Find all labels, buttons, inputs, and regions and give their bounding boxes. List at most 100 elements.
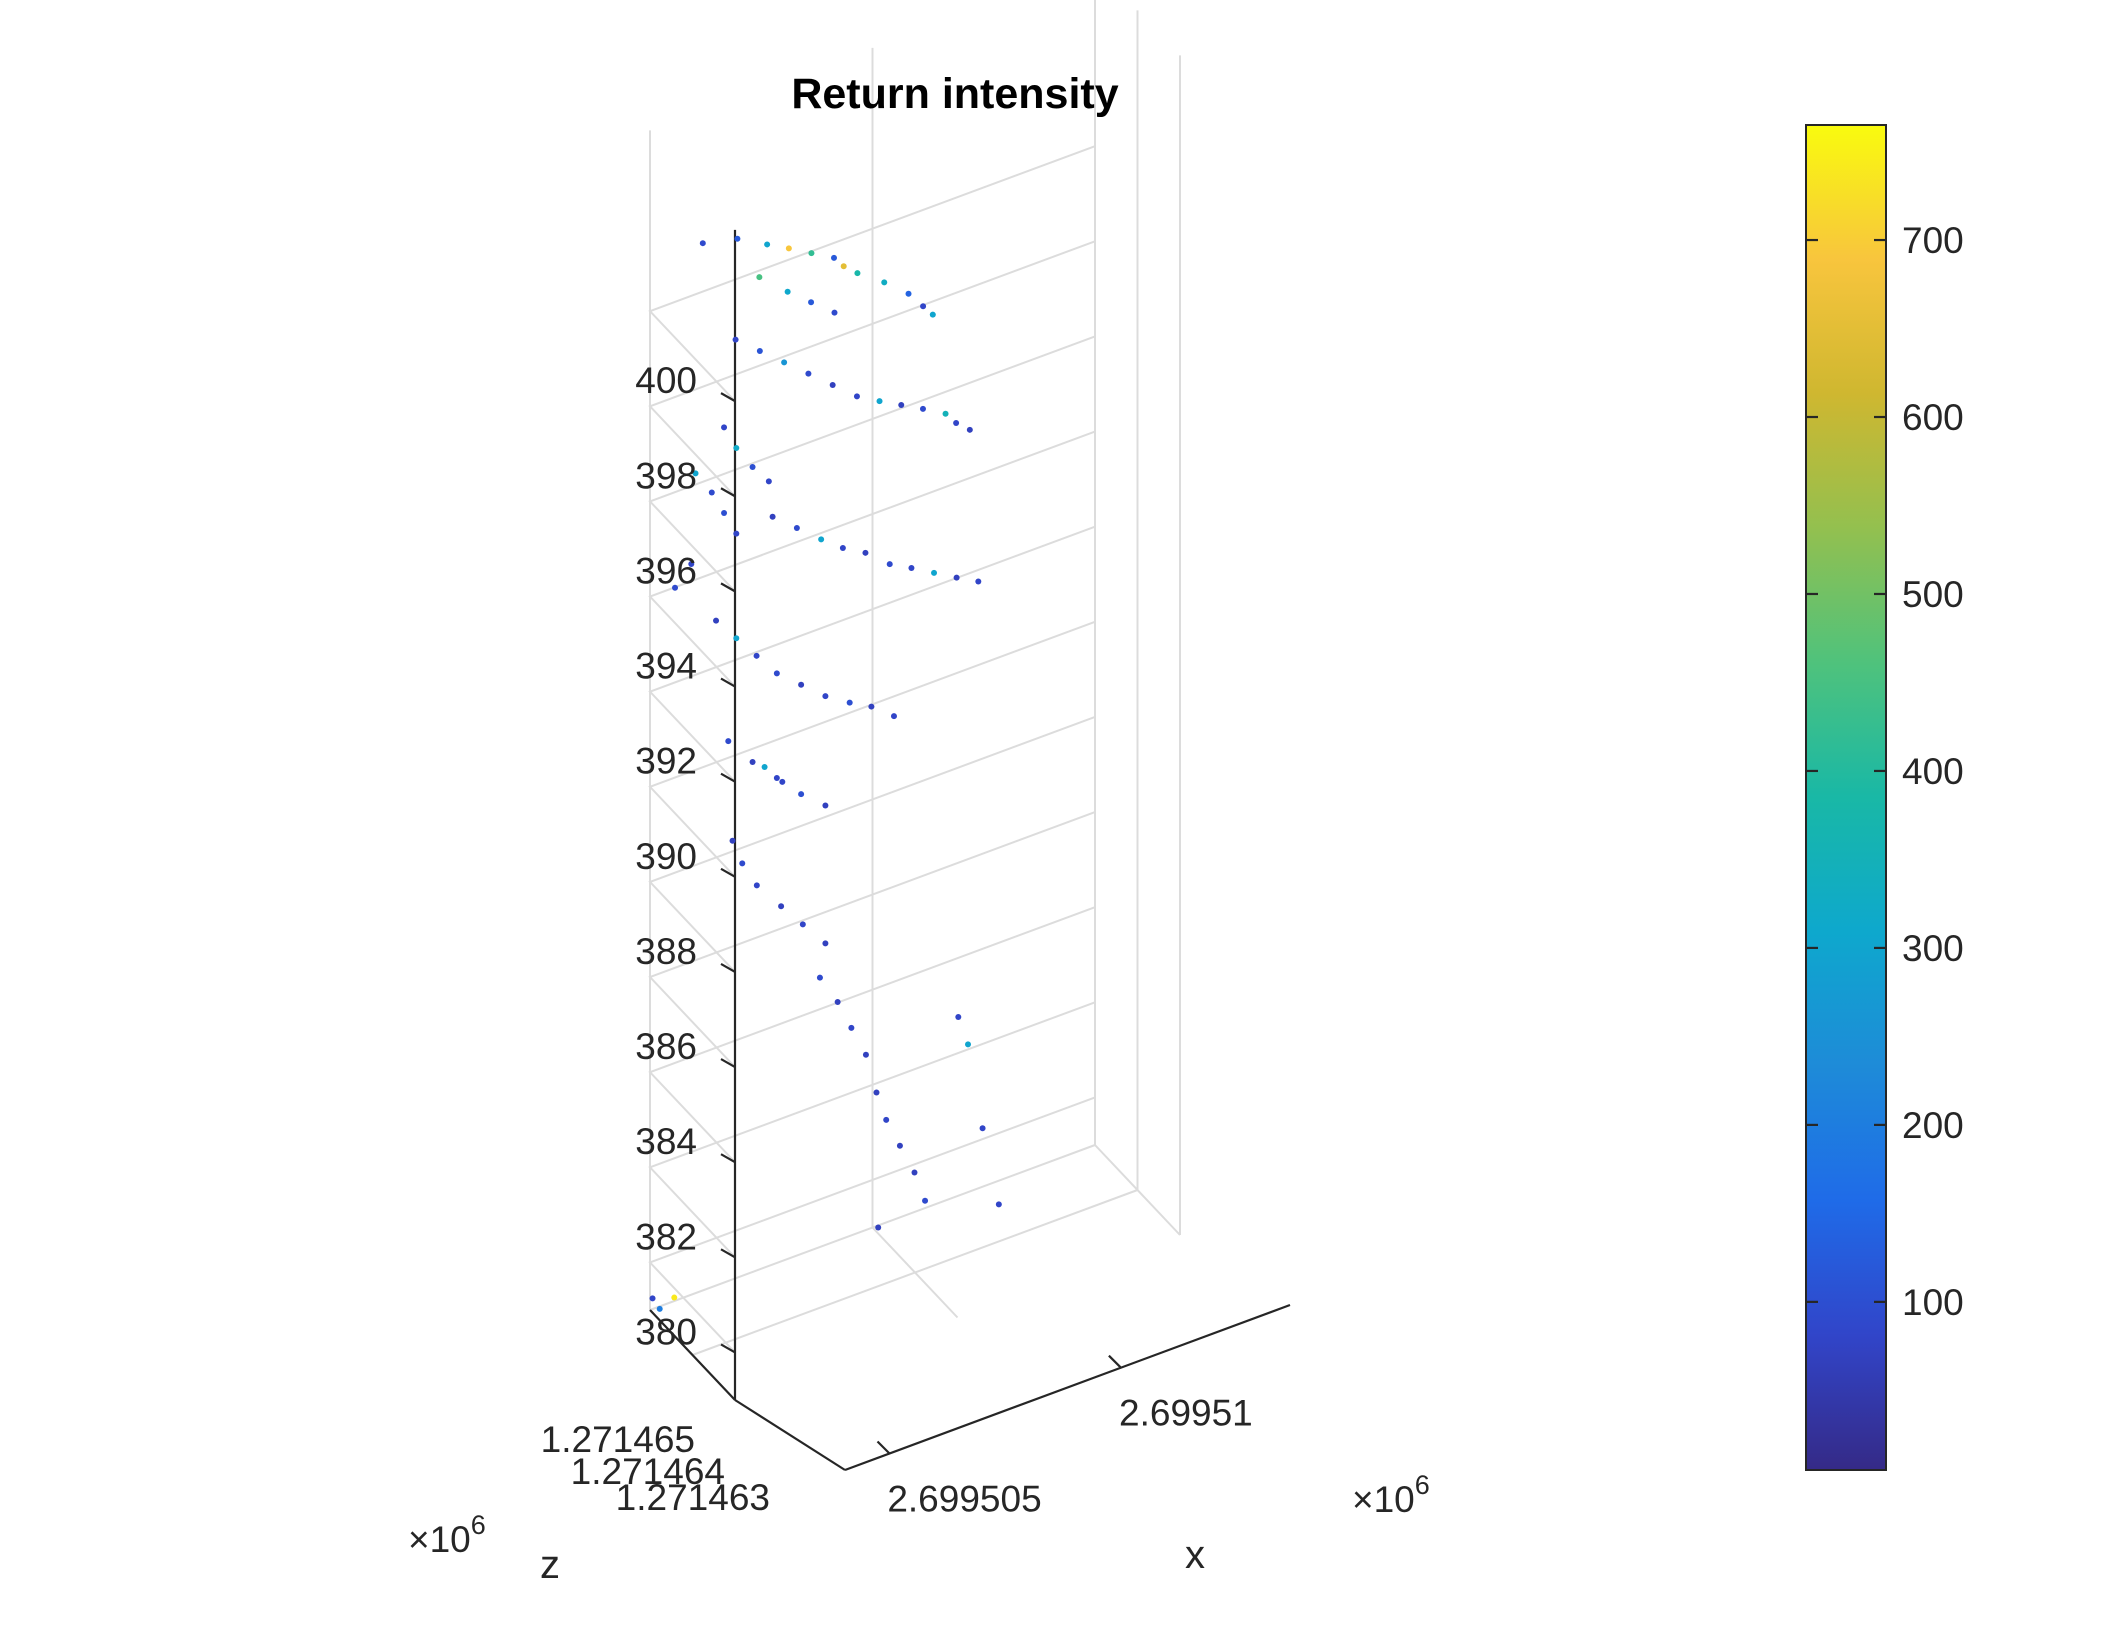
scatter-point xyxy=(785,245,792,252)
axes xyxy=(649,229,1291,1472)
scatter-point xyxy=(769,513,776,520)
scatter-point xyxy=(908,565,915,572)
scatter-point xyxy=(656,1305,663,1312)
z-tick-mark xyxy=(720,392,736,403)
scatter-point xyxy=(868,703,875,710)
scatter-point xyxy=(875,1224,882,1231)
colorbar-tick-label: 300 xyxy=(1902,928,1964,969)
y-axis-line xyxy=(649,1309,736,1401)
grid-z-line xyxy=(648,525,1096,783)
scatter-point xyxy=(953,419,960,426)
scatter-point xyxy=(793,525,800,532)
scatter-point xyxy=(808,250,815,257)
z-tick-label: 384 xyxy=(635,1121,697,1162)
scatter-point xyxy=(953,574,960,581)
scatter-point xyxy=(873,1089,880,1096)
scatter-point xyxy=(881,279,888,286)
z-tick-mark xyxy=(720,582,736,593)
scatter-point xyxy=(799,921,806,928)
scatter-point xyxy=(896,1142,903,1149)
z-tick-label: 388 xyxy=(635,931,697,972)
y-exponent-power: 6 xyxy=(471,1510,486,1540)
z-tick-label: 392 xyxy=(635,741,697,782)
y-tick-label: 1.271464 xyxy=(571,1451,725,1492)
scatter-point xyxy=(834,999,841,1006)
z-tick-label: 390 xyxy=(635,836,697,877)
colorbar-tick-label: 100 xyxy=(1902,1282,1964,1323)
scatter-point xyxy=(808,299,815,306)
z-tick-mark xyxy=(720,1153,736,1164)
grid-z-line xyxy=(648,240,1096,497)
z-tick-mark xyxy=(720,962,736,973)
scatter-point xyxy=(798,791,805,798)
scatter-point xyxy=(734,235,741,242)
grid-z-line xyxy=(648,715,1096,973)
z-tick-label: 398 xyxy=(635,455,697,496)
scatter-point xyxy=(829,382,836,389)
scatter-point xyxy=(765,478,772,485)
scatter-point xyxy=(753,882,760,889)
grid-floor xyxy=(649,1144,1096,1311)
scatter-point xyxy=(713,617,720,624)
scatter-point xyxy=(931,569,938,576)
scatter-point xyxy=(898,402,905,409)
scatter-point xyxy=(733,444,740,451)
scatter-point xyxy=(773,775,780,782)
scatter-point xyxy=(739,860,746,867)
scatter-point xyxy=(729,837,736,844)
scatter-point xyxy=(764,241,771,248)
scatter-point xyxy=(818,536,825,543)
z-tick-label: 386 xyxy=(635,1026,697,1067)
scatter-point xyxy=(725,738,732,745)
x-tick-mark xyxy=(876,1440,891,1455)
x-exponent-base: 10 xyxy=(1374,1479,1415,1520)
scatter-point xyxy=(692,470,699,477)
x-exponent-power: 6 xyxy=(1415,1470,1430,1500)
scatter-point xyxy=(732,336,739,343)
scatter-point xyxy=(761,764,768,771)
colorbar-tick-label: 500 xyxy=(1902,574,1964,615)
z-tick-mark xyxy=(720,1058,736,1068)
scatter-point xyxy=(854,270,861,277)
scatter-point xyxy=(822,693,829,700)
y-tick-label: 1.271463 xyxy=(616,1477,770,1518)
scatter-point xyxy=(822,802,829,809)
y-exponent-base: 10 xyxy=(430,1519,471,1560)
scatter-point xyxy=(965,1041,972,1048)
y-exponent-label: ×106 xyxy=(408,1510,486,1560)
z-tick-label: 382 xyxy=(635,1216,697,1257)
scatter-point xyxy=(753,652,760,659)
x-tick-mark xyxy=(1108,1354,1122,1369)
scatter-point xyxy=(966,426,973,433)
scatter-point xyxy=(840,263,847,270)
scatter-point xyxy=(883,1116,890,1123)
scatter-point xyxy=(688,561,695,568)
colorbar-ticks: 100 200 300 400 500 600 700 xyxy=(1806,220,1964,1323)
scatter-point xyxy=(756,274,763,281)
z-tick-label: 394 xyxy=(635,646,697,687)
scatter-point xyxy=(920,303,927,310)
grid-z-line xyxy=(648,1096,1096,1354)
z-tick-label: 400 xyxy=(635,360,697,401)
x-axis-line xyxy=(844,1303,1291,1472)
scatter-point xyxy=(749,464,756,471)
scatter-point xyxy=(942,410,949,417)
z-axis-label: z xyxy=(540,1543,560,1587)
scatter-point xyxy=(708,489,715,496)
grid-z-line xyxy=(648,430,1096,688)
scatter-point xyxy=(886,561,893,568)
x-tick-label: 2.69951 xyxy=(1119,1393,1253,1434)
scatter-point xyxy=(781,359,788,366)
scatter-point xyxy=(671,1294,678,1301)
grid-z-line xyxy=(648,1001,1096,1258)
scatter-point xyxy=(749,758,756,765)
chart-title: Return intensity xyxy=(791,70,1118,118)
scatter-point xyxy=(721,424,728,431)
x-exponent-label: ×106 xyxy=(1352,1470,1430,1520)
scatter-point xyxy=(649,1295,656,1302)
scatter-point xyxy=(919,405,926,412)
y-tick-label: 1.271465 xyxy=(541,1419,695,1460)
scatter-point xyxy=(862,1051,869,1058)
z-tick-mark xyxy=(720,487,736,498)
grid-z-line xyxy=(648,906,1096,1163)
